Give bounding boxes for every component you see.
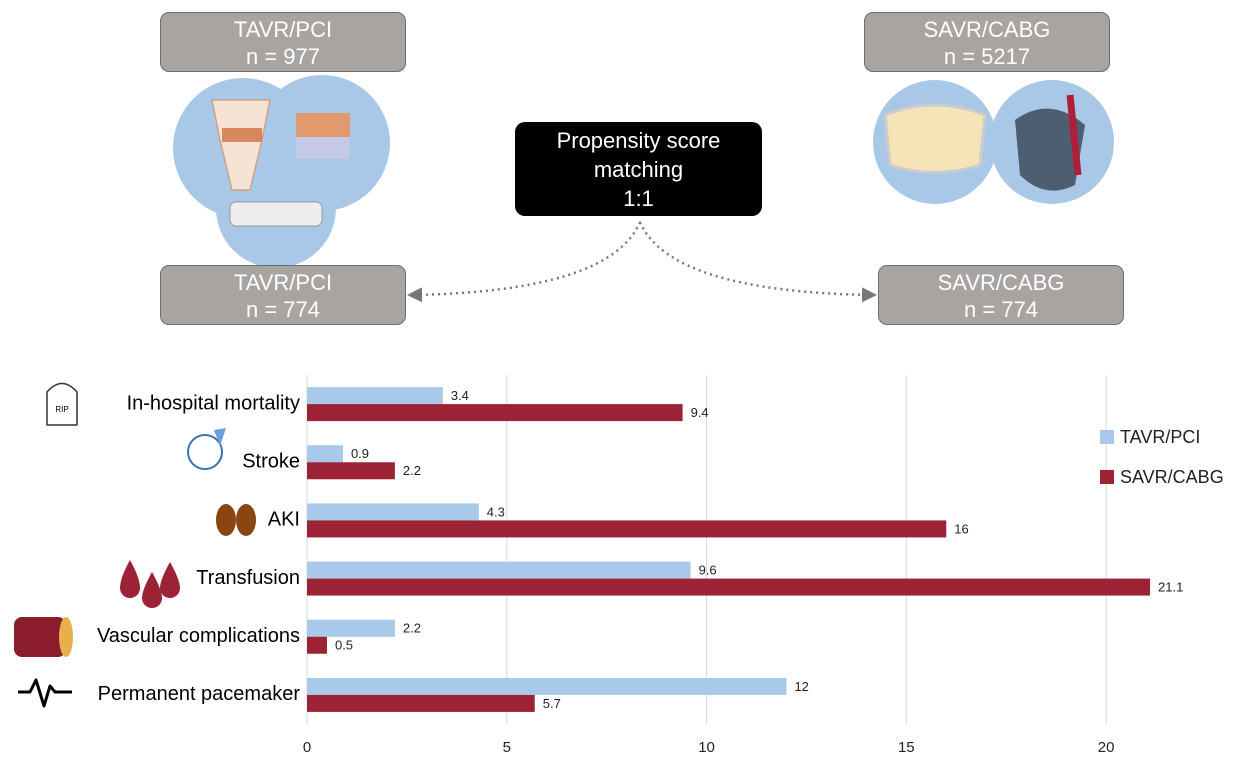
box-savr-matched: SAVR/CABG n = 774 (878, 265, 1124, 325)
icons: RIP (14, 382, 256, 708)
x-tick-label: 0 (303, 739, 311, 756)
box-title: TAVR/PCI (233, 270, 333, 295)
bar (307, 404, 683, 422)
category-label: In-hospital mortality (127, 392, 300, 414)
value-label: 2.2 (403, 463, 421, 478)
legend-label: TAVR/PCI (1120, 427, 1200, 447)
matching-box: Propensity score matching 1:1 (515, 122, 762, 216)
bar (307, 520, 947, 538)
value-label: 4.3 (487, 504, 505, 519)
box-title: TAVR/PCI (233, 17, 333, 42)
bar (307, 503, 479, 521)
value-label: 21.1 (1158, 580, 1183, 595)
value-label: 3.4 (451, 388, 469, 403)
category-label: Transfusion (196, 567, 300, 589)
value-label: 12 (794, 679, 808, 694)
bar (307, 636, 327, 654)
box-savr-initial: SAVR/CABG n = 5217 (864, 12, 1110, 72)
bar (307, 578, 1151, 596)
box-n: n = 774 (245, 297, 320, 322)
svg-text:RIP: RIP (55, 405, 68, 414)
bar (307, 445, 343, 463)
box-n: n = 5217 (943, 44, 1031, 69)
legend-label: SAVR/CABG (1120, 467, 1224, 487)
x-tick-label: 20 (1098, 739, 1115, 756)
value-label: 9.4 (691, 405, 709, 420)
x-tick-label: 5 (503, 739, 511, 756)
value-label: 0.5 (335, 638, 353, 653)
tavr-illustration (173, 75, 390, 268)
category-label: AKI (268, 509, 300, 531)
value-label: 2.2 (403, 621, 421, 636)
matching-ratio: 1:1 (623, 186, 654, 211)
box-tavr-initial: TAVR/PCI n = 977 (160, 12, 406, 72)
bar (307, 561, 691, 579)
category-label: Vascular complications (97, 625, 300, 647)
value-label: 16 (954, 521, 968, 536)
box-title: SAVR/CABG (923, 17, 1051, 42)
x-tick-label: 10 (698, 739, 715, 756)
legend-swatch (1100, 470, 1114, 484)
box-n: n = 774 (963, 297, 1038, 322)
box-title: SAVR/CABG (937, 270, 1065, 295)
category-label: Stroke (242, 451, 300, 473)
arrow-left (407, 221, 642, 303)
value-label: 9.6 (699, 563, 717, 578)
x-tick-label: 15 (898, 739, 915, 756)
matching-label: Propensity score matching (556, 128, 721, 182)
value-label: 0.9 (351, 446, 369, 461)
bar (307, 462, 395, 480)
category-label: Permanent pacemaker (98, 683, 301, 705)
box-tavr-matched: TAVR/PCI n = 774 (160, 265, 406, 325)
arrow-right (638, 221, 877, 303)
bar (307, 677, 787, 695)
bar (307, 619, 395, 637)
value-label: 5.7 (543, 696, 561, 711)
bar (307, 387, 443, 405)
box-n: n = 977 (245, 44, 320, 69)
savr-illustration (873, 80, 1114, 204)
legend-swatch (1100, 430, 1114, 444)
bar (307, 694, 535, 712)
